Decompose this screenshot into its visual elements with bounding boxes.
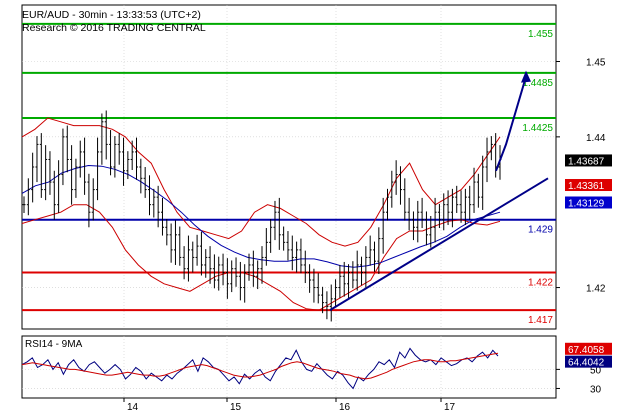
last-price-tag <box>565 154 612 167</box>
chart-title: EUR/AUD - 30min - 13:33:53 (UTC+2) <box>22 9 201 21</box>
axes: 14 15 16 17 1.45 1.44 1.42 1.43687 1.43361 1.4312… <box>123 58 612 413</box>
moving_average-price-tag <box>565 196 612 209</box>
price-frame <box>21 4 557 330</box>
projection-arrow <box>495 76 527 172</box>
projection-arrow-head <box>521 70 531 83</box>
rsi-title: RSI14 - 9MA <box>25 339 83 350</box>
bollinger-lower-line <box>21 204 501 311</box>
y-tick-label: 1.42 <box>586 284 606 295</box>
trendline <box>329 177 549 312</box>
x-tick-label: 14 <box>127 402 139 413</box>
support-level-label: 1.422 <box>528 277 553 288</box>
resistance-level-label: 1.4485 <box>522 78 553 89</box>
rsi-line <box>21 347 499 390</box>
x-tick-label: 17 <box>444 402 456 413</box>
rsi-value-tag <box>565 355 612 368</box>
rsi_ma-line <box>21 352 499 380</box>
rsi_ma-value-tag-label: 67.4058 <box>568 345 605 356</box>
y-tick-label: 1.44 <box>586 133 606 144</box>
bollinger-price-tag-label: 1.43361 <box>568 181 605 192</box>
price-panel: 1.455 1.4485 1.4425 1.429 1.422 1.417 <box>21 4 557 330</box>
y-tick-label: 1.45 <box>586 58 606 69</box>
rsi-value-tag-label: 64.4042 <box>568 358 605 369</box>
resistance-level-label: 1.4425 <box>522 123 553 134</box>
rsi-panel: RSI14 - 9MA <box>21 335 557 399</box>
bollinger-price-tag <box>565 179 612 192</box>
pivot-level-label: 1.429 <box>528 225 553 236</box>
rsi_ma-value-tag <box>565 342 612 355</box>
x-tick-label: 15 <box>230 402 242 413</box>
rsi-tick-label: 30 <box>590 384 602 395</box>
chart-copyright: Research © 2016 TRADING CENTRAL <box>22 22 206 34</box>
moving_average-price-tag-label: 1.43129 <box>568 198 605 209</box>
support-level-label: 1.417 <box>528 315 553 326</box>
last-price-tag-label: 1.43687 <box>568 156 605 167</box>
rsi-frame <box>21 335 557 399</box>
moving-average-line <box>21 164 501 268</box>
x-tick-label: 16 <box>339 402 351 413</box>
resistance-level-label: 1.455 <box>528 29 553 40</box>
rsi-tick-label: 50 <box>590 365 602 376</box>
